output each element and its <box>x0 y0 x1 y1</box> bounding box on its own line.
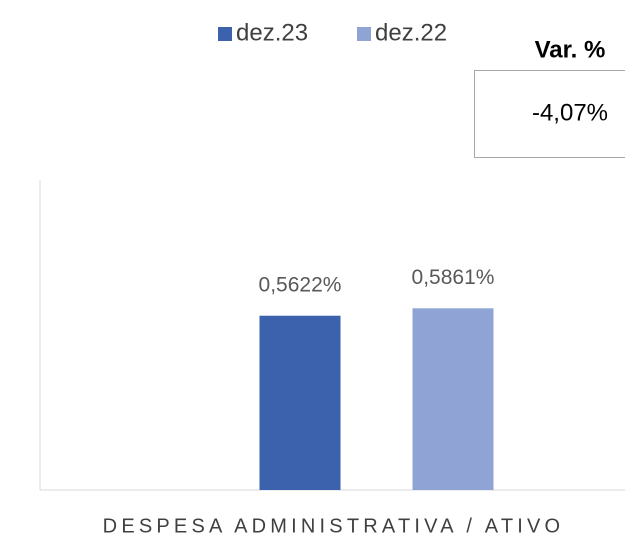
annotation-title: Var. % <box>535 36 606 63</box>
x-tick-label: DESPESA ADMINISTRATIVA / ATIVO <box>103 515 565 537</box>
value-label: 0,5861% <box>412 266 495 289</box>
annotation-text: -4,07% <box>532 99 608 126</box>
annotation-box <box>474 70 625 158</box>
legend-swatch <box>357 27 371 41</box>
legend-swatch <box>218 27 232 41</box>
legend-label: dez.22 <box>375 19 447 46</box>
legend-label: dez.23 <box>236 19 308 46</box>
value-label: 0,5622% <box>259 273 342 296</box>
bar <box>259 315 341 490</box>
bar <box>412 308 494 490</box>
